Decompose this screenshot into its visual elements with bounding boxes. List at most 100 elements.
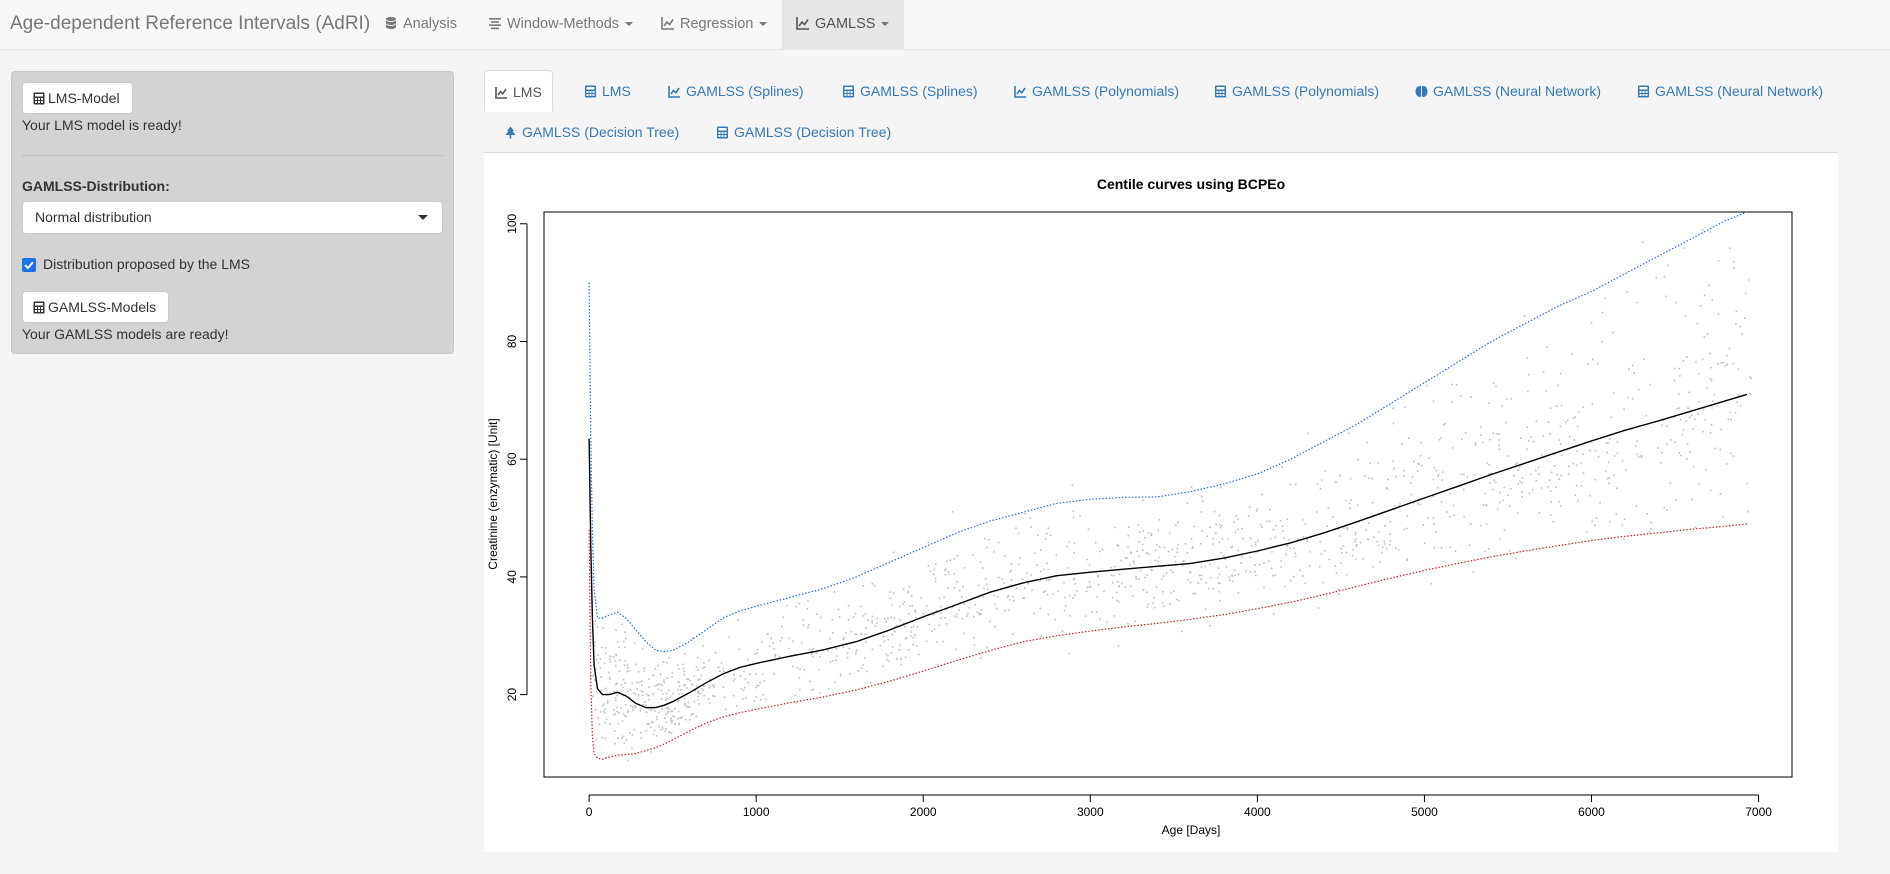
data-point [1460, 473, 1463, 475]
data-point [631, 734, 634, 736]
data-point [728, 636, 730, 639]
data-point [1047, 568, 1050, 571]
data-point [1702, 408, 1705, 411]
app-brand[interactable]: Age-dependent Reference Intervals (AdRI) [10, 13, 371, 34]
data-point [1449, 546, 1451, 549]
data-point [671, 714, 674, 717]
data-point [1137, 524, 1140, 526]
data-point [632, 709, 634, 711]
data-point [1455, 383, 1458, 386]
tab-gamlss-neural-network-table[interactable]: GAMLSS (Neural Network) [1627, 70, 1833, 112]
data-point [1192, 546, 1194, 548]
data-point [756, 652, 758, 654]
data-point [1345, 573, 1348, 576]
gamlss-models-button[interactable]: GAMLSS-Models [22, 291, 170, 323]
data-point [681, 716, 683, 718]
data-point [1201, 530, 1203, 532]
data-point [1327, 507, 1330, 509]
data-point [871, 621, 873, 624]
data-point [1649, 383, 1652, 386]
data-point [665, 713, 667, 715]
tab-gamlss-polynomials-plot[interactable]: GAMLSS (Polynomials) [1004, 70, 1189, 112]
data-point [1521, 496, 1523, 498]
data-point [1072, 516, 1075, 519]
data-point [910, 635, 912, 637]
data-point [1682, 429, 1685, 431]
data-point [907, 649, 910, 651]
data-point [1111, 581, 1114, 584]
data-point [1044, 590, 1046, 592]
data-point [639, 707, 642, 710]
data-point [857, 669, 860, 672]
tab-gamlss-splines-plot[interactable]: GAMLSS (Splines) [658, 70, 813, 112]
data-point [1130, 551, 1132, 553]
nav-window-methods[interactable]: Window-Methods [474, 0, 647, 49]
data-point [652, 707, 654, 710]
data-point [1642, 358, 1645, 361]
data-point [1440, 501, 1443, 503]
data-point [1389, 543, 1391, 546]
tab-gamlss-splines-table[interactable]: GAMLSS (Splines) [832, 70, 987, 112]
data-point [1528, 492, 1531, 495]
data-point [1669, 482, 1672, 484]
data-point [722, 686, 725, 688]
data-point [958, 589, 961, 592]
tab-gamlss-polynomials-table[interactable]: GAMLSS (Polynomials) [1204, 70, 1389, 112]
data-point [633, 642, 636, 645]
data-point [1194, 592, 1197, 595]
data-point [832, 632, 834, 634]
data-point [1158, 518, 1161, 521]
data-point [1215, 532, 1217, 535]
x-tick-label: 4000 [1244, 805, 1271, 819]
lms-distribution-checkbox[interactable] [22, 258, 36, 272]
data-point [1741, 333, 1744, 335]
data-point [723, 696, 726, 699]
data-point [811, 648, 814, 651]
data-point [661, 708, 664, 710]
nav-analysis[interactable]: Analysis [370, 0, 471, 49]
data-point [1021, 578, 1024, 581]
nav-regression[interactable]: Regression [647, 0, 781, 49]
data-point [645, 704, 647, 706]
tab-gamlss-decision-tree-table[interactable]: GAMLSS (Decision Tree) [706, 111, 901, 153]
gamlss-distribution-select[interactable]: Normal distribution [22, 201, 443, 234]
data-point [1157, 560, 1159, 563]
data-point [707, 698, 710, 700]
tab-gamlss-decision-tree-plot[interactable]: GAMLSS (Decision Tree) [494, 111, 689, 153]
data-point [1481, 441, 1484, 444]
lms-model-button[interactable]: LMS-Model [22, 82, 133, 114]
data-point [1599, 501, 1601, 504]
data-point [873, 584, 876, 587]
tab-lms-table[interactable]: LMS [574, 70, 641, 112]
data-point [891, 634, 893, 636]
data-point [1621, 459, 1624, 462]
data-point [1306, 540, 1308, 543]
data-point [1218, 523, 1221, 526]
data-point [1674, 367, 1676, 370]
data-point [1636, 440, 1638, 442]
data-point [1074, 583, 1076, 585]
data-point [774, 654, 776, 656]
lms-distribution-checkbox-label[interactable]: Distribution proposed by the LMS [43, 256, 250, 272]
tab-lms-plot[interactable]: LMS [484, 70, 553, 112]
data-point [865, 641, 867, 643]
tab-label: GAMLSS (Neural Network) [1433, 83, 1602, 99]
data-point [1009, 599, 1011, 601]
data-point [1730, 452, 1732, 455]
data-point [1688, 416, 1691, 419]
data-point [1399, 503, 1401, 505]
data-point [1212, 543, 1214, 545]
data-point [1144, 576, 1146, 579]
data-point [956, 555, 959, 557]
data-point [1690, 414, 1693, 417]
data-point [763, 679, 765, 682]
nav-gamlss[interactable]: GAMLSS [782, 0, 904, 49]
data-point [691, 637, 694, 639]
data-point [629, 705, 632, 707]
tab-gamlss-neural-network-plot[interactable]: GAMLSS (Neural Network) [1405, 70, 1611, 112]
data-point [1485, 504, 1487, 507]
data-point [1088, 563, 1091, 566]
data-point [1233, 521, 1235, 524]
data-point [1517, 483, 1519, 485]
data-point [907, 590, 909, 593]
